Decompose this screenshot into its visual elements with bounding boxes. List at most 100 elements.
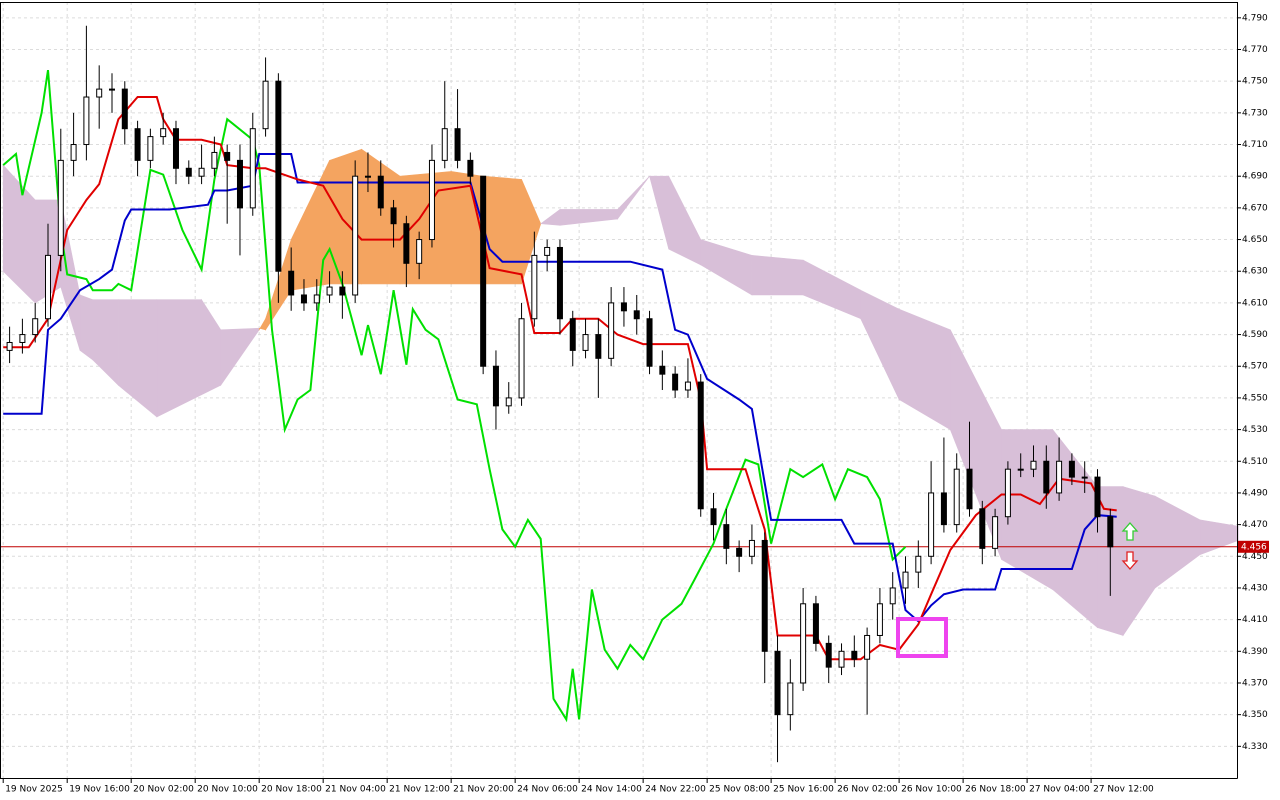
- candle-body: [403, 223, 410, 264]
- candle-body: [825, 642, 832, 668]
- x-tick-label: 26 Nov 10:00: [901, 785, 962, 795]
- candle-body: [57, 159, 64, 256]
- candle-body: [19, 334, 26, 343]
- candle-body: [518, 318, 525, 399]
- candle-body: [633, 310, 640, 320]
- candle-body: [556, 246, 563, 320]
- candle-body: [851, 650, 858, 660]
- candle-body: [889, 587, 896, 605]
- candle-body: [224, 151, 231, 161]
- candle-body: [838, 650, 845, 668]
- candle-body: [1056, 460, 1063, 494]
- candle-body: [1030, 460, 1037, 470]
- candle-body: [684, 381, 691, 391]
- candle-body: [531, 254, 538, 320]
- candle-body: [569, 318, 576, 351]
- x-tick-label: 27 Nov 12:00: [1093, 785, 1154, 795]
- candle-body: [416, 239, 423, 264]
- x-tick-label: 24 Nov 14:00: [581, 785, 642, 795]
- y-tick-label: 4.790: [1242, 13, 1268, 23]
- y-tick-label: 4.330: [1242, 742, 1268, 752]
- candle-body: [96, 88, 103, 98]
- candle-body: [595, 334, 602, 359]
- y-tick-label: 4.450: [1242, 552, 1268, 562]
- y-tick-label: 4.690: [1242, 172, 1268, 182]
- candle-body: [70, 144, 77, 161]
- candle-body: [211, 151, 218, 169]
- candle-body: [300, 294, 307, 304]
- y-tick-label: 4.670: [1242, 203, 1268, 213]
- candle-body: [723, 524, 730, 549]
- x-tick-label: 20 Nov 02:00: [133, 785, 194, 795]
- y-tick-label: 4.410: [1242, 615, 1268, 625]
- candle-body: [736, 547, 743, 557]
- candle-body: [44, 254, 51, 320]
- candle-body: [390, 207, 397, 225]
- candle-body: [1107, 516, 1114, 548]
- candle-body: [812, 603, 819, 644]
- cloud-segment: [521, 179, 542, 284]
- up-arrow: [1121, 522, 1139, 541]
- candle-body: [288, 270, 295, 296]
- candle-body: [428, 159, 435, 241]
- candle-body: [364, 175, 371, 178]
- cloud-segment: [617, 175, 650, 220]
- y-tick-label: 4.370: [1242, 678, 1268, 688]
- y-tick-label: 4.610: [1242, 298, 1268, 308]
- candle-body: [979, 508, 986, 549]
- x-tick-label: 21 Nov 12:00: [389, 785, 450, 795]
- candle-body: [876, 603, 883, 636]
- candle-body: [966, 468, 973, 510]
- candle-body: [748, 539, 755, 557]
- y-tick-label: 4.570: [1242, 362, 1268, 372]
- candle-body: [902, 571, 909, 589]
- candle-body: [915, 555, 922, 573]
- candle-body: [121, 88, 128, 130]
- last-price-box: [1238, 540, 1269, 553]
- candle-body: [1068, 460, 1075, 478]
- x-tick-label: 25 Nov 16:00: [773, 785, 834, 795]
- candle-body: [1043, 460, 1050, 494]
- last-price-label: 4.456: [1241, 542, 1267, 552]
- y-tick-label: 4.550: [1242, 393, 1268, 403]
- candle-body: [160, 128, 167, 138]
- y-tick-label: 4.650: [1242, 235, 1268, 245]
- x-tick-label: 19 Nov 2025: [5, 785, 63, 795]
- grid: [0, 2, 1237, 778]
- candle-body: [108, 88, 115, 91]
- y-tick-label: 4.750: [1242, 77, 1268, 87]
- indicator-lines: [0, 69, 1237, 723]
- candle-body: [787, 682, 794, 716]
- y-tick-label: 4.630: [1242, 267, 1268, 277]
- x-tick-label: 26 Nov 02:00: [837, 785, 898, 795]
- candle-body: [672, 373, 679, 391]
- candle-body: [608, 302, 615, 359]
- candle-body: [352, 175, 359, 296]
- x-tick-label: 21 Nov 20:00: [453, 785, 514, 795]
- candle-body: [32, 318, 39, 336]
- candle-body: [172, 128, 179, 169]
- y-tick-label: 4.770: [1242, 45, 1268, 55]
- candle-body: [467, 159, 474, 177]
- candle-body: [992, 516, 999, 549]
- indicator-line: [3, 153, 1117, 623]
- y-tick-label: 4.510: [1242, 457, 1268, 467]
- axes: [0, 2, 1238, 779]
- labels: 4.330 4.350 4.370 4.390 4.410 4.430 4.450 4.470…: [2, 13, 1269, 795]
- y-tick-label: 4.430: [1242, 583, 1268, 593]
- candle-body: [83, 96, 90, 146]
- candle-body: [313, 294, 320, 304]
- candle-body: [505, 397, 512, 407]
- x-tick-label: 21 Nov 04:00: [325, 785, 386, 795]
- candle-body: [147, 136, 154, 161]
- candle-body: [236, 159, 243, 209]
- candle-body: [339, 286, 346, 296]
- candle-body: [1004, 468, 1011, 518]
- y-tick-label: 4.390: [1242, 647, 1268, 657]
- candle-body: [480, 175, 487, 367]
- candle-body: [185, 167, 192, 177]
- candle-body: [953, 468, 960, 526]
- candle-body: [1094, 476, 1101, 518]
